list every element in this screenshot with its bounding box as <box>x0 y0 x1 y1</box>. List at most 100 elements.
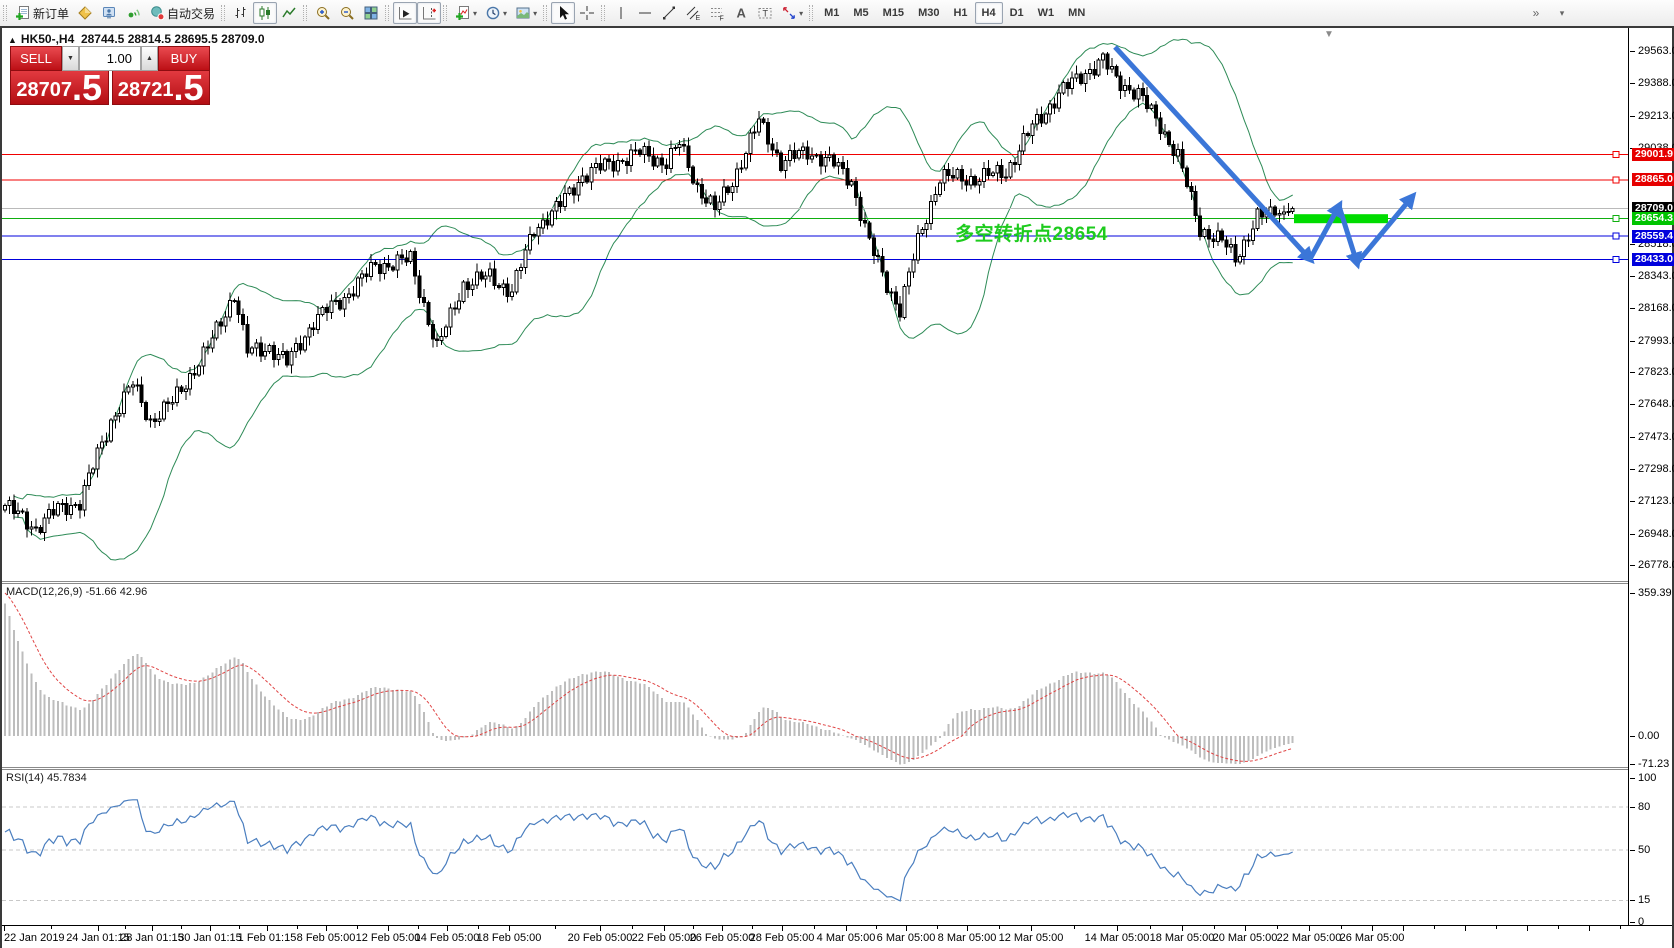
sell-price[interactable]: 28707.5 <box>10 70 109 106</box>
ohlc-close: 28709.0 <box>221 32 265 46</box>
tf-h4[interactable]: H4 <box>974 2 1003 24</box>
macd-panel[interactable] <box>2 584 1628 767</box>
indicators-button[interactable]: ▾ <box>451 2 481 24</box>
tf-m5[interactable]: M5 <box>846 2 875 24</box>
time-axis-label: 18 Mar 05:00 <box>1149 932 1215 944</box>
time-axis-tick <box>1372 926 1373 931</box>
chart-shift-icon <box>421 5 437 21</box>
macd-histogram <box>4 603 1294 765</box>
channel-button[interactable]: E <box>681 2 705 24</box>
toolbar-overflow-button[interactable]: » <box>1532 6 1540 20</box>
shapes-button[interactable]: ▾ <box>777 2 807 24</box>
toolbar-customize-button[interactable]: ▾ <box>1559 7 1565 18</box>
text-label-button[interactable]: T <box>753 2 777 24</box>
price-axis-label: 27473.0 <box>1638 431 1674 443</box>
auto-scroll-button[interactable] <box>393 2 418 24</box>
horizontal-line-button[interactable] <box>633 2 657 24</box>
price-axis-label: 29563.0 <box>1638 45 1674 57</box>
panel-splitter-rsi[interactable] <box>2 767 1628 770</box>
time-axis-tick <box>1182 926 1183 931</box>
bar-chart-button[interactable] <box>229 2 253 24</box>
macd-chart-svg[interactable] <box>2 584 1628 767</box>
candlestick-button[interactable] <box>253 2 278 24</box>
autotrade-button[interactable]: 自动交易 <box>145 2 219 24</box>
channel-icon: E <box>685 5 701 21</box>
price-axis-label: 28168.0 <box>1638 302 1674 314</box>
volume-decrease-button[interactable]: ▼ <box>62 46 79 71</box>
tf-h1[interactable]: H1 <box>946 2 974 24</box>
time-axis-tick <box>1309 926 1310 931</box>
rsi-axis-label: 100 <box>1638 772 1657 784</box>
text-button[interactable]: A <box>729 2 753 24</box>
one-click-expand-icon[interactable]: ▲ <box>8 35 17 45</box>
new-order-button[interactable]: 新订单 <box>11 2 73 24</box>
tf-m15[interactable]: M15 <box>876 2 911 24</box>
turning-point-annotation[interactable]: 多空转折点28654 <box>955 224 1108 245</box>
time-axis-tick <box>478 926 479 929</box>
tf-m1[interactable]: M1 <box>817 2 846 24</box>
toolbar-button-label: 新订单 <box>33 6 70 21</box>
autotrade-icon <box>149 5 165 21</box>
time-axis-label: 18 Feb 05:00 <box>476 932 542 944</box>
templates-button[interactable]: ▾ <box>511 2 541 24</box>
price-axis-tick <box>1630 276 1635 277</box>
tile-windows-button[interactable] <box>359 2 383 24</box>
rsi-chart-svg[interactable] <box>2 770 1628 925</box>
community-button[interactable] <box>97 2 121 24</box>
panel-splitter-macd[interactable] <box>2 581 1628 584</box>
periods-button[interactable]: ▾ <box>481 2 511 24</box>
zoom-in-button[interactable] <box>311 2 335 24</box>
time-axis-tick <box>814 926 815 929</box>
tf-mn[interactable]: MN <box>1061 2 1092 24</box>
trend-arrows[interactable] <box>1113 45 1417 270</box>
price-chart[interactable] <box>2 28 1628 581</box>
macd-axis-tick <box>1630 736 1635 737</box>
price-axis-label: 26778.0 <box>1638 559 1674 571</box>
chart-shift-button[interactable] <box>417 2 442 24</box>
level-price-label: 28865.0 <box>1632 173 1674 186</box>
rsi-panel[interactable] <box>2 770 1628 925</box>
time-axis-tick <box>1245 926 1246 931</box>
line-chart-button[interactable] <box>277 2 301 24</box>
toolbar-grip <box>385 5 390 21</box>
crosshair-icon <box>579 5 595 21</box>
fibonacci-button[interactable]: F <box>705 2 729 24</box>
symbol-timeframe: HK50-,H4 <box>20 32 75 46</box>
crosshair-button[interactable] <box>575 2 599 24</box>
trendline-button[interactable] <box>657 2 681 24</box>
time-axis-tick <box>125 926 126 929</box>
horizontal-level-lines[interactable] <box>2 151 1628 264</box>
price-axis-label: 27298.0 <box>1638 463 1674 475</box>
sell-button[interactable]: SELL <box>10 46 62 71</box>
toolbar-grip <box>809 5 814 21</box>
buy-button[interactable]: BUY <box>158 46 210 71</box>
time-axis-tick <box>693 926 694 929</box>
vertical-line-button[interactable] <box>609 2 633 24</box>
rsi-axis-label: 80 <box>1638 801 1651 813</box>
buy-price[interactable]: 28721.5 <box>111 70 210 106</box>
time-axis[interactable]: 22 Jan 2019 24 Jan 01:15 28 Jan 01:15 30 Ja… <box>2 925 1672 948</box>
rsi-label: RSI(14) 45.7834 <box>6 772 87 784</box>
volume-increase-button[interactable]: ▲ <box>141 46 158 71</box>
price-axis[interactable]: 359.39 0.00 -71.23 100 80 50 15 0 29563.0 29388.0… <box>1628 28 1674 928</box>
cursor-icon <box>555 5 571 21</box>
cursor-button[interactable] <box>551 2 576 24</box>
tf-m30[interactable]: M30 <box>911 2 946 24</box>
text-label-icon: T <box>757 5 773 21</box>
window-top-border <box>0 26 1674 28</box>
market-button[interactable] <box>73 2 97 24</box>
volume-input[interactable]: 1.00 <box>79 46 141 71</box>
zoom-out-button[interactable] <box>335 2 359 24</box>
timeframe-label: M5 <box>853 7 869 19</box>
tf-w1[interactable]: W1 <box>1031 2 1062 24</box>
signals-icon <box>125 5 141 21</box>
indicators-icon <box>455 5 471 21</box>
time-axis-tick <box>326 926 327 931</box>
signals-button[interactable] <box>121 2 145 24</box>
toolbar-group-cursor <box>551 0 599 26</box>
tf-d1[interactable]: D1 <box>1003 2 1031 24</box>
time-axis-label: 22 Mar 05:00 <box>1276 932 1342 944</box>
chart-shift-marker-icon[interactable]: ▼ <box>1324 29 1334 40</box>
price-chart-svg[interactable] <box>2 28 1628 581</box>
shapes-icon <box>781 5 797 21</box>
